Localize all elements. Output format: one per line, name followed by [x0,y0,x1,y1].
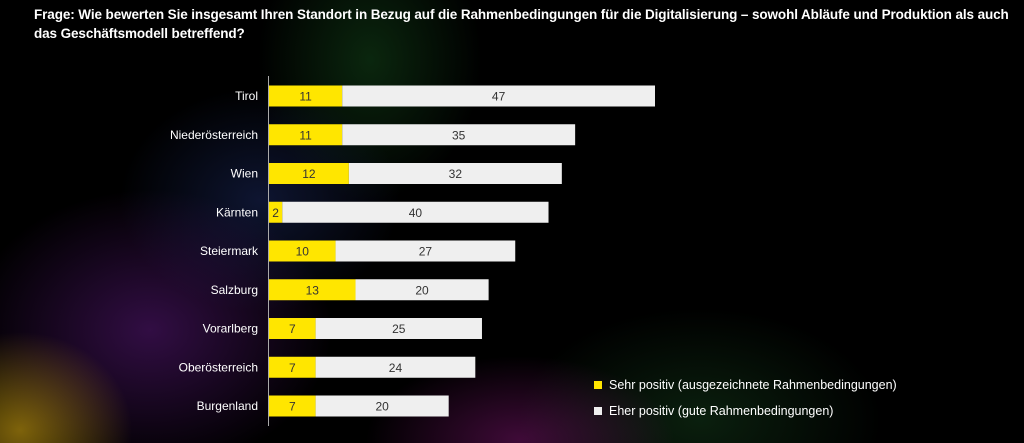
bar-segment [269,124,343,146]
category-label: Burgenland [197,399,258,413]
data-label: 10 [296,245,310,259]
data-label: 7 [289,322,296,336]
data-label: 47 [492,90,506,104]
bar-segment [269,395,316,417]
bar-segment [269,201,283,223]
category-label: Salzburg [211,283,258,297]
category-label: Tirol [235,89,258,103]
category-label: Wien [231,167,258,181]
data-label: 7 [289,361,296,375]
legend-label: Eher positiv (gute Rahmenbedingungen) [609,404,834,418]
bar-segment [315,318,482,339]
bar-segment [269,163,349,184]
category-label: Steiermark [200,244,259,258]
bar-segment [315,356,476,378]
bar-segment [342,85,655,107]
legend-swatch-white [594,407,602,415]
data-label: 40 [409,206,423,220]
legend-swatch-yellow [594,381,602,389]
category-label: Kärnten [216,205,258,219]
data-label: 20 [415,283,429,297]
bar-segment [335,240,516,262]
data-label: 25 [392,322,406,336]
bar-segment [348,163,562,184]
data-label: 20 [375,400,389,414]
bar-segment [269,240,336,262]
data-label: 7 [289,400,296,414]
chart-title: Frage: Wie bewerten Sie insgesamt Ihren … [34,7,1009,41]
bar-segment [315,395,449,417]
legend-label: Sehr positiv (ausgezeichnete Rahmenbedin… [609,378,897,392]
category-label: Vorarlberg [203,322,258,336]
legend-item-sehr-positiv: Sehr positiv (ausgezeichnete Rahmenbedin… [594,378,897,392]
data-label: 11 [299,90,312,104]
legend-item-eher-positiv: Eher positiv (gute Rahmenbedingungen) [594,404,833,418]
category-label: Niederösterreich [170,128,258,142]
bar-segment [355,279,489,301]
bar-segment [269,318,316,339]
data-label: 13 [306,283,320,297]
bar-segment [342,124,576,146]
category-label: Oberösterreich [179,360,258,374]
data-label: 24 [389,361,403,375]
bar-segment [282,201,549,223]
data-label: 32 [449,167,463,181]
data-label: 35 [452,128,466,142]
data-label: 2 [272,206,279,220]
bar-segment [269,85,343,107]
bar-segment [269,279,356,301]
data-label: 12 [302,167,316,181]
data-label: 11 [299,128,312,142]
data-label: 27 [419,245,433,259]
bar-segment [269,356,316,378]
